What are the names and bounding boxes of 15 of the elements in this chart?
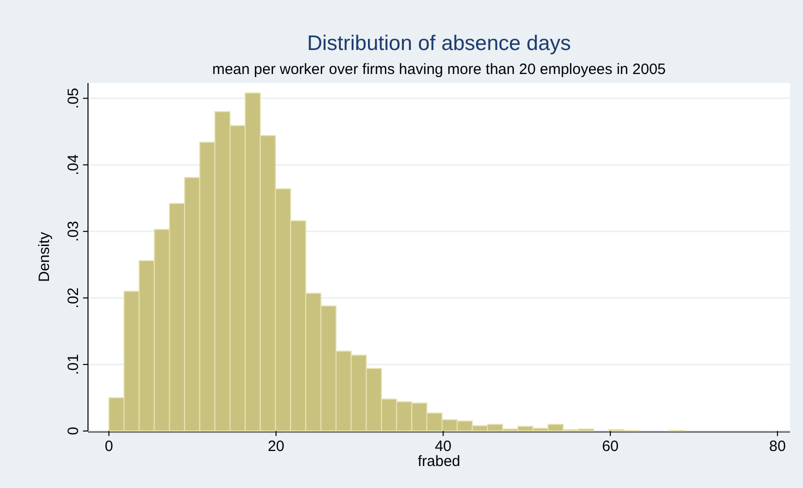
x-tick-label: 20	[268, 438, 284, 455]
x-tick-label: 40	[434, 438, 452, 455]
x-tick-label: 80	[769, 438, 786, 455]
x-axis-title: frabed	[418, 453, 460, 470]
y-tick-label: .02	[65, 287, 82, 308]
x-tick-label: 0	[104, 438, 114, 455]
chart-title: Distribution of absence days	[307, 32, 571, 55]
y-tick-label: .03	[65, 220, 82, 242]
x-tick-label: 60	[602, 438, 619, 455]
chart-subtitle: mean per worker over firms having more than 20 employees in 2005	[212, 61, 666, 78]
y-tick-label: 0	[65, 426, 82, 436]
y-tick-label: .01	[65, 354, 82, 375]
y-tick-label: .05	[65, 88, 82, 109]
y-axis-title: Density	[36, 232, 53, 282]
y-tick-label: .04	[65, 154, 82, 176]
